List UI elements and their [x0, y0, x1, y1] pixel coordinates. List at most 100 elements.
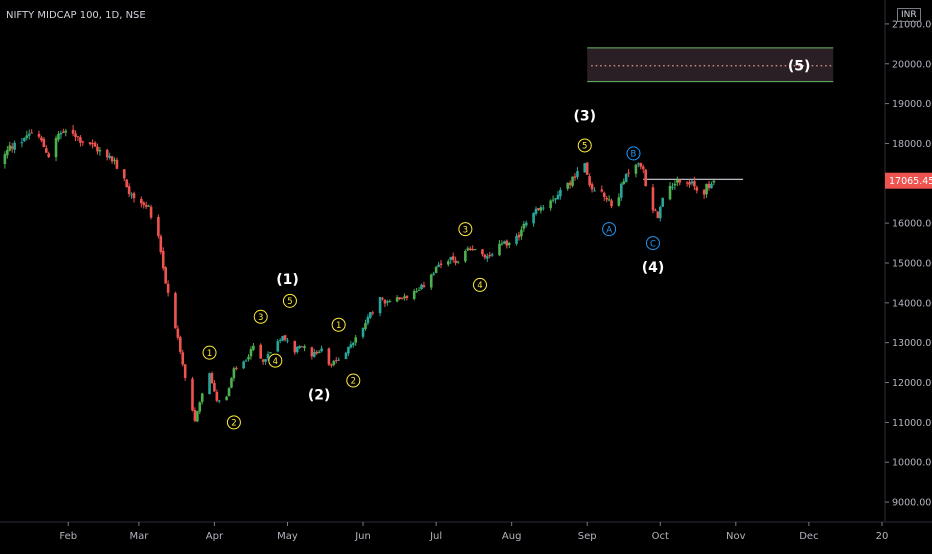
candle-body [320, 348, 323, 352]
candle-body [281, 336, 284, 341]
candle-body [571, 176, 574, 186]
x-tick-label: Dec [799, 531, 818, 542]
candle-body [473, 249, 477, 251]
wave-label: 5 [287, 297, 292, 307]
candle-body [317, 351, 321, 354]
wave-label-circle[interactable] [253, 309, 268, 324]
candle-body [447, 261, 450, 265]
candle-body [354, 337, 358, 343]
wave-label: 3 [258, 313, 263, 323]
candle-body [420, 284, 423, 290]
wave-label-circle[interactable] [472, 277, 487, 292]
candle-body [62, 131, 65, 133]
wave-degree-label[interactable]: (5) [788, 59, 811, 75]
candle-body [315, 351, 319, 354]
wave-label-circle[interactable] [626, 146, 641, 161]
y-tick-label: 21000.00 [892, 19, 932, 30]
wave-label-circle[interactable] [458, 222, 473, 237]
candle-body [210, 373, 214, 384]
candle-body [607, 199, 611, 201]
candle-body [668, 185, 672, 200]
candle-body [295, 346, 299, 353]
candle-body [79, 137, 82, 143]
wave-degree-label[interactable]: (2) [308, 387, 331, 403]
candle-body [485, 256, 489, 259]
candle-body [644, 169, 647, 187]
candle-body [490, 254, 494, 256]
candle-body [105, 149, 109, 158]
candle-body [661, 198, 665, 207]
x-tick-label: Jul [429, 531, 442, 542]
candle-body [383, 300, 387, 304]
candle-body [174, 293, 177, 329]
candle-body [369, 312, 372, 318]
candle-body [710, 183, 713, 189]
wave-label-circle[interactable] [268, 353, 283, 368]
wave-label: 1 [336, 321, 341, 331]
candle-body [10, 146, 14, 149]
wave-label-circle[interactable] [645, 236, 660, 251]
candle-body [554, 198, 557, 200]
y-tick-label: 10000.00 [892, 458, 932, 469]
candle-body [115, 159, 119, 169]
wave-label: 3 [463, 225, 468, 235]
wave-degree-label[interactable]: (1) [276, 272, 299, 288]
target-zone-box[interactable] [587, 47, 834, 82]
wave-label-circle[interactable] [331, 317, 346, 332]
candle-body [232, 368, 236, 379]
candle-body [658, 206, 662, 219]
candle-body [235, 367, 238, 369]
candle-body [515, 236, 518, 244]
candle-body [37, 134, 41, 137]
candle-body [227, 388, 231, 397]
candle-body [622, 181, 626, 185]
wave-label: 4 [477, 281, 482, 291]
candle-body [539, 207, 543, 211]
candle-body [505, 240, 509, 246]
candle-body [225, 396, 228, 401]
x-tick-label: Nov [726, 531, 746, 542]
candle-body [498, 243, 501, 256]
wave-degree-label[interactable]: (4) [642, 260, 665, 276]
candle-body [593, 190, 596, 192]
candle-body [590, 184, 594, 190]
wave-label-circle[interactable] [577, 138, 592, 153]
candle-body [242, 361, 245, 369]
y-tick-label: 13000.00 [892, 338, 932, 349]
candle-body [712, 180, 716, 183]
candle-body [313, 352, 316, 357]
wave-degree-label[interactable]: (3) [573, 109, 596, 125]
candle-body [651, 187, 655, 211]
candle-body [261, 359, 265, 362]
candle-body [93, 142, 97, 147]
candle-body [30, 132, 33, 134]
candles [3, 125, 716, 423]
candle-body [542, 207, 545, 209]
candle-body [244, 360, 248, 362]
wave-label-circle[interactable] [226, 415, 241, 430]
wave-label-circle[interactable] [346, 373, 361, 388]
candle-body [283, 335, 287, 340]
wave-label-circle[interactable] [282, 293, 297, 308]
wave-label-circle[interactable] [602, 222, 617, 237]
candle-body [583, 163, 587, 173]
candle-body [347, 346, 350, 354]
candle-body [556, 194, 560, 200]
candle-body [96, 146, 99, 152]
candle-body [403, 296, 406, 299]
candle-body [602, 192, 606, 198]
candle-body [693, 181, 696, 187]
candle-body [600, 189, 604, 192]
y-tick-label: 16000.00 [892, 219, 932, 230]
y-tick-label: 19000.00 [892, 99, 932, 110]
candle-body [705, 183, 708, 195]
candle-body [449, 256, 453, 261]
wave-label-circle[interactable] [202, 345, 217, 360]
candle-body [196, 411, 199, 422]
currency-label[interactable]: INR [897, 8, 921, 22]
candle-body [619, 183, 623, 198]
candle-body [568, 182, 572, 185]
y-tick-label: 20000.00 [892, 59, 932, 70]
candle-body [64, 130, 68, 133]
